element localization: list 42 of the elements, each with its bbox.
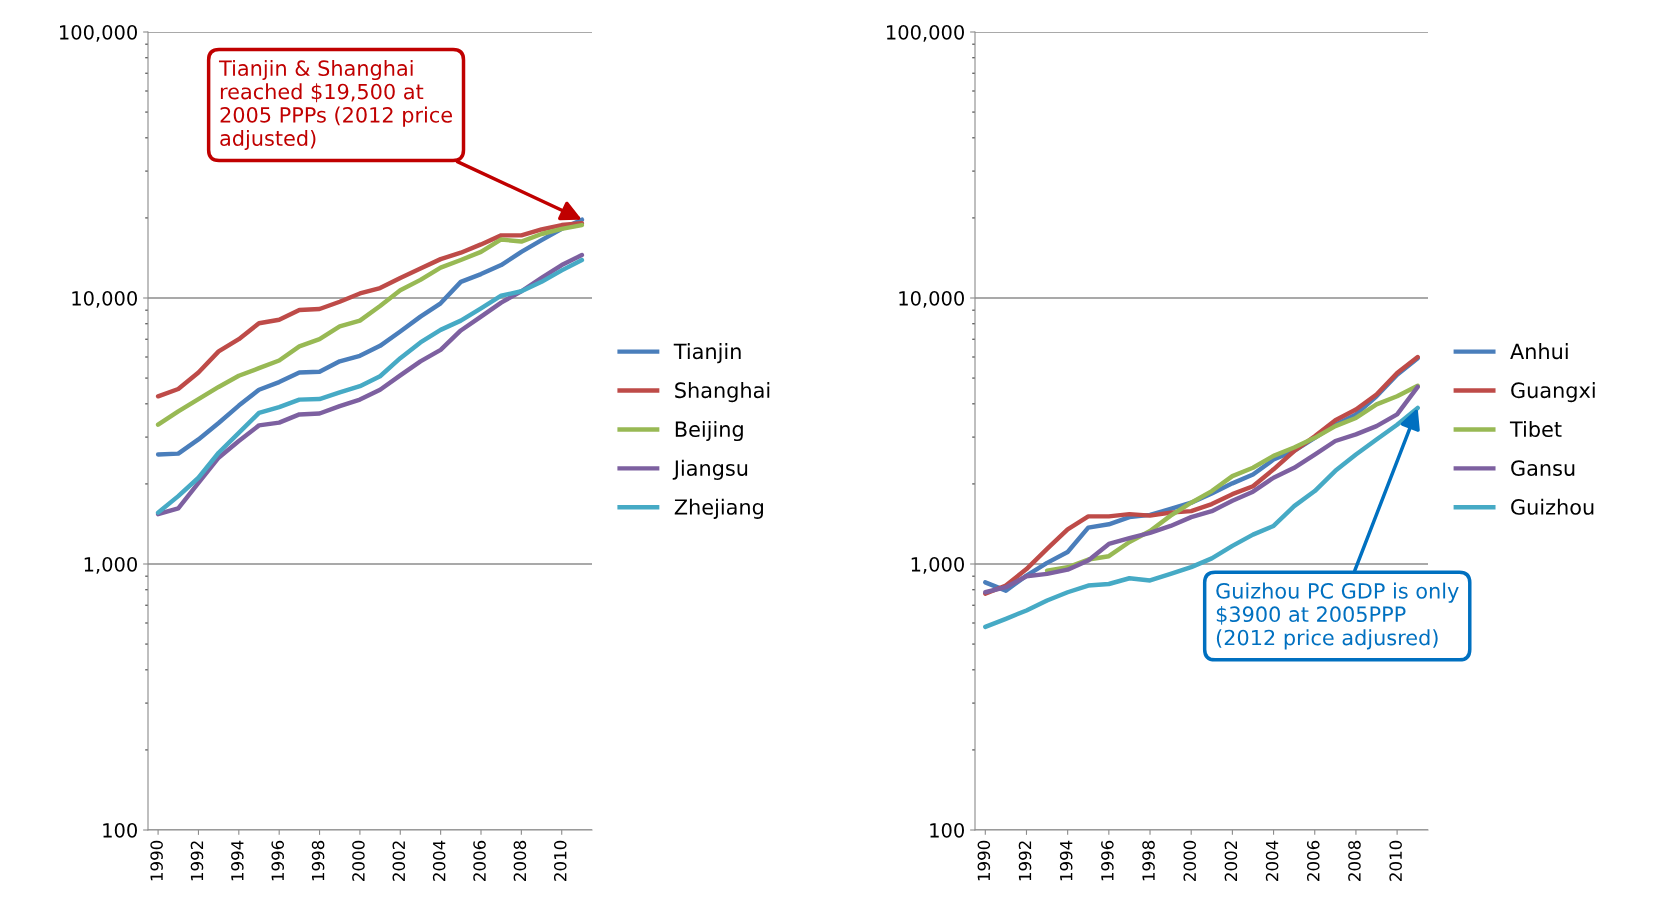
legend-label: Guizhou bbox=[1511, 498, 1594, 515]
y-tick-label: 100,000 bbox=[60, 24, 137, 42]
x-tick-label: 2008 bbox=[513, 840, 527, 881]
y-tick-label: 100,000 bbox=[887, 24, 964, 42]
legend-label: Gansu bbox=[1511, 460, 1575, 476]
x-tick-label: 2004 bbox=[1265, 840, 1279, 881]
y-tick-label: 100 bbox=[103, 822, 137, 838]
legend-label: Anhui bbox=[1510, 343, 1568, 360]
legend-label: Tibet bbox=[1509, 420, 1562, 438]
legend-label: Zhejiang bbox=[674, 498, 763, 519]
legend-label: Jiangsu bbox=[672, 459, 748, 480]
y-tick-label: 1,000 bbox=[84, 556, 137, 574]
legend-label: Guangxi bbox=[1511, 382, 1595, 403]
x-tick-label: 2002 bbox=[392, 841, 406, 881]
x-tick-label: 1998 bbox=[311, 840, 325, 881]
x-tick-label: 1996 bbox=[1101, 840, 1114, 881]
y-tick-label: 100 bbox=[930, 822, 964, 838]
x-tick-label: 2010 bbox=[1389, 840, 1402, 881]
x-tick-label: 2008 bbox=[1348, 840, 1361, 881]
legend-label: Tianjin bbox=[673, 343, 741, 364]
x-tick-label: 1998 bbox=[1142, 840, 1155, 881]
x-tick-label: 1994 bbox=[1059, 840, 1073, 881]
y-tick-label: 10,000 bbox=[899, 290, 964, 308]
x-tick-label: 1992 bbox=[1018, 841, 1032, 881]
annotation: Tianjin & Shanghai reached $19,500 at 2005 PPPs (2012 price adjusted) bbox=[218, 59, 452, 151]
x-tick-label: 2002 bbox=[1224, 841, 1238, 881]
y-tick-label: 10,000 bbox=[72, 290, 137, 308]
x-tick-label: 2000 bbox=[1183, 840, 1197, 881]
x-tick-label: 1990 bbox=[977, 840, 991, 881]
x-tick-label: 2004 bbox=[432, 840, 446, 881]
x-tick-label: 1994 bbox=[231, 840, 244, 881]
x-tick-label: 2006 bbox=[473, 840, 486, 881]
annotation: Guizhou PC GDP is only $3900 at 2005PPP (2012 price adjusred) bbox=[1216, 582, 1459, 650]
legend-label: Beijing bbox=[675, 420, 743, 442]
legend-label: Shanghai bbox=[675, 382, 770, 403]
x-tick-label: 2006 bbox=[1306, 840, 1320, 881]
x-tick-label: 2010 bbox=[553, 840, 567, 881]
x-tick-label: 1996 bbox=[271, 840, 285, 881]
x-tick-label: 1992 bbox=[190, 841, 204, 881]
y-tick-label: 1,000 bbox=[911, 556, 964, 574]
x-tick-label: 1990 bbox=[150, 840, 163, 881]
x-tick-label: 2000 bbox=[352, 840, 365, 881]
